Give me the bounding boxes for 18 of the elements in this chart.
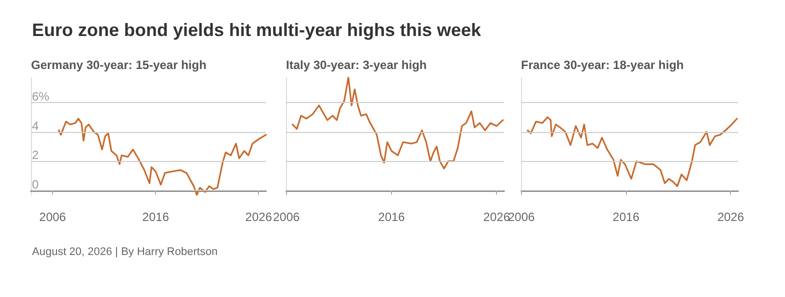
- y-tick-label: 6%: [32, 89, 50, 104]
- chart-title: France 30-year: 18-year high: [521, 58, 684, 72]
- text: August 20, 2026 | By Harry Robertson: [32, 246, 218, 258]
- y-tick-label: 4: [32, 118, 39, 133]
- x-tick-label: 2016: [612, 210, 640, 224]
- x-tick-label: 2006: [272, 210, 300, 224]
- y-tick-label: 2: [32, 148, 39, 162]
- x-tick-label: 2026: [483, 210, 510, 224]
- x-tick-label: 2006: [39, 210, 66, 224]
- chart-title: Italy 30-year: 3-year high: [286, 58, 427, 72]
- y-tick-label: 0: [32, 178, 39, 192]
- text: Euro zone bond yields hit multi-year highs this week: [32, 20, 482, 41]
- x-tick-label: 2016: [378, 210, 406, 224]
- x-tick-label: 2026: [245, 210, 272, 224]
- x-tick-label: 2016: [142, 210, 170, 224]
- x-tick-label: 2026: [717, 210, 744, 224]
- chart-title: Germany 30-year: 15-year high: [31, 58, 206, 72]
- x-tick-label: 2006: [508, 210, 536, 224]
